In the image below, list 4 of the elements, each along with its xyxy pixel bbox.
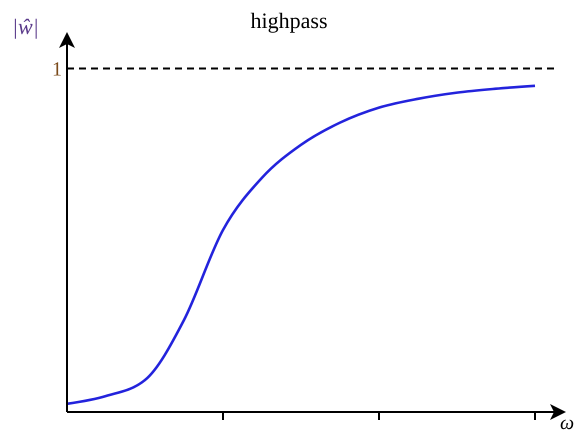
y-axis-title: |ŵ| bbox=[12, 14, 39, 40]
ref-line-label: 1 bbox=[52, 58, 62, 81]
x-axis-title: ω bbox=[560, 412, 574, 435]
chart-title: highpass bbox=[250, 8, 328, 33]
